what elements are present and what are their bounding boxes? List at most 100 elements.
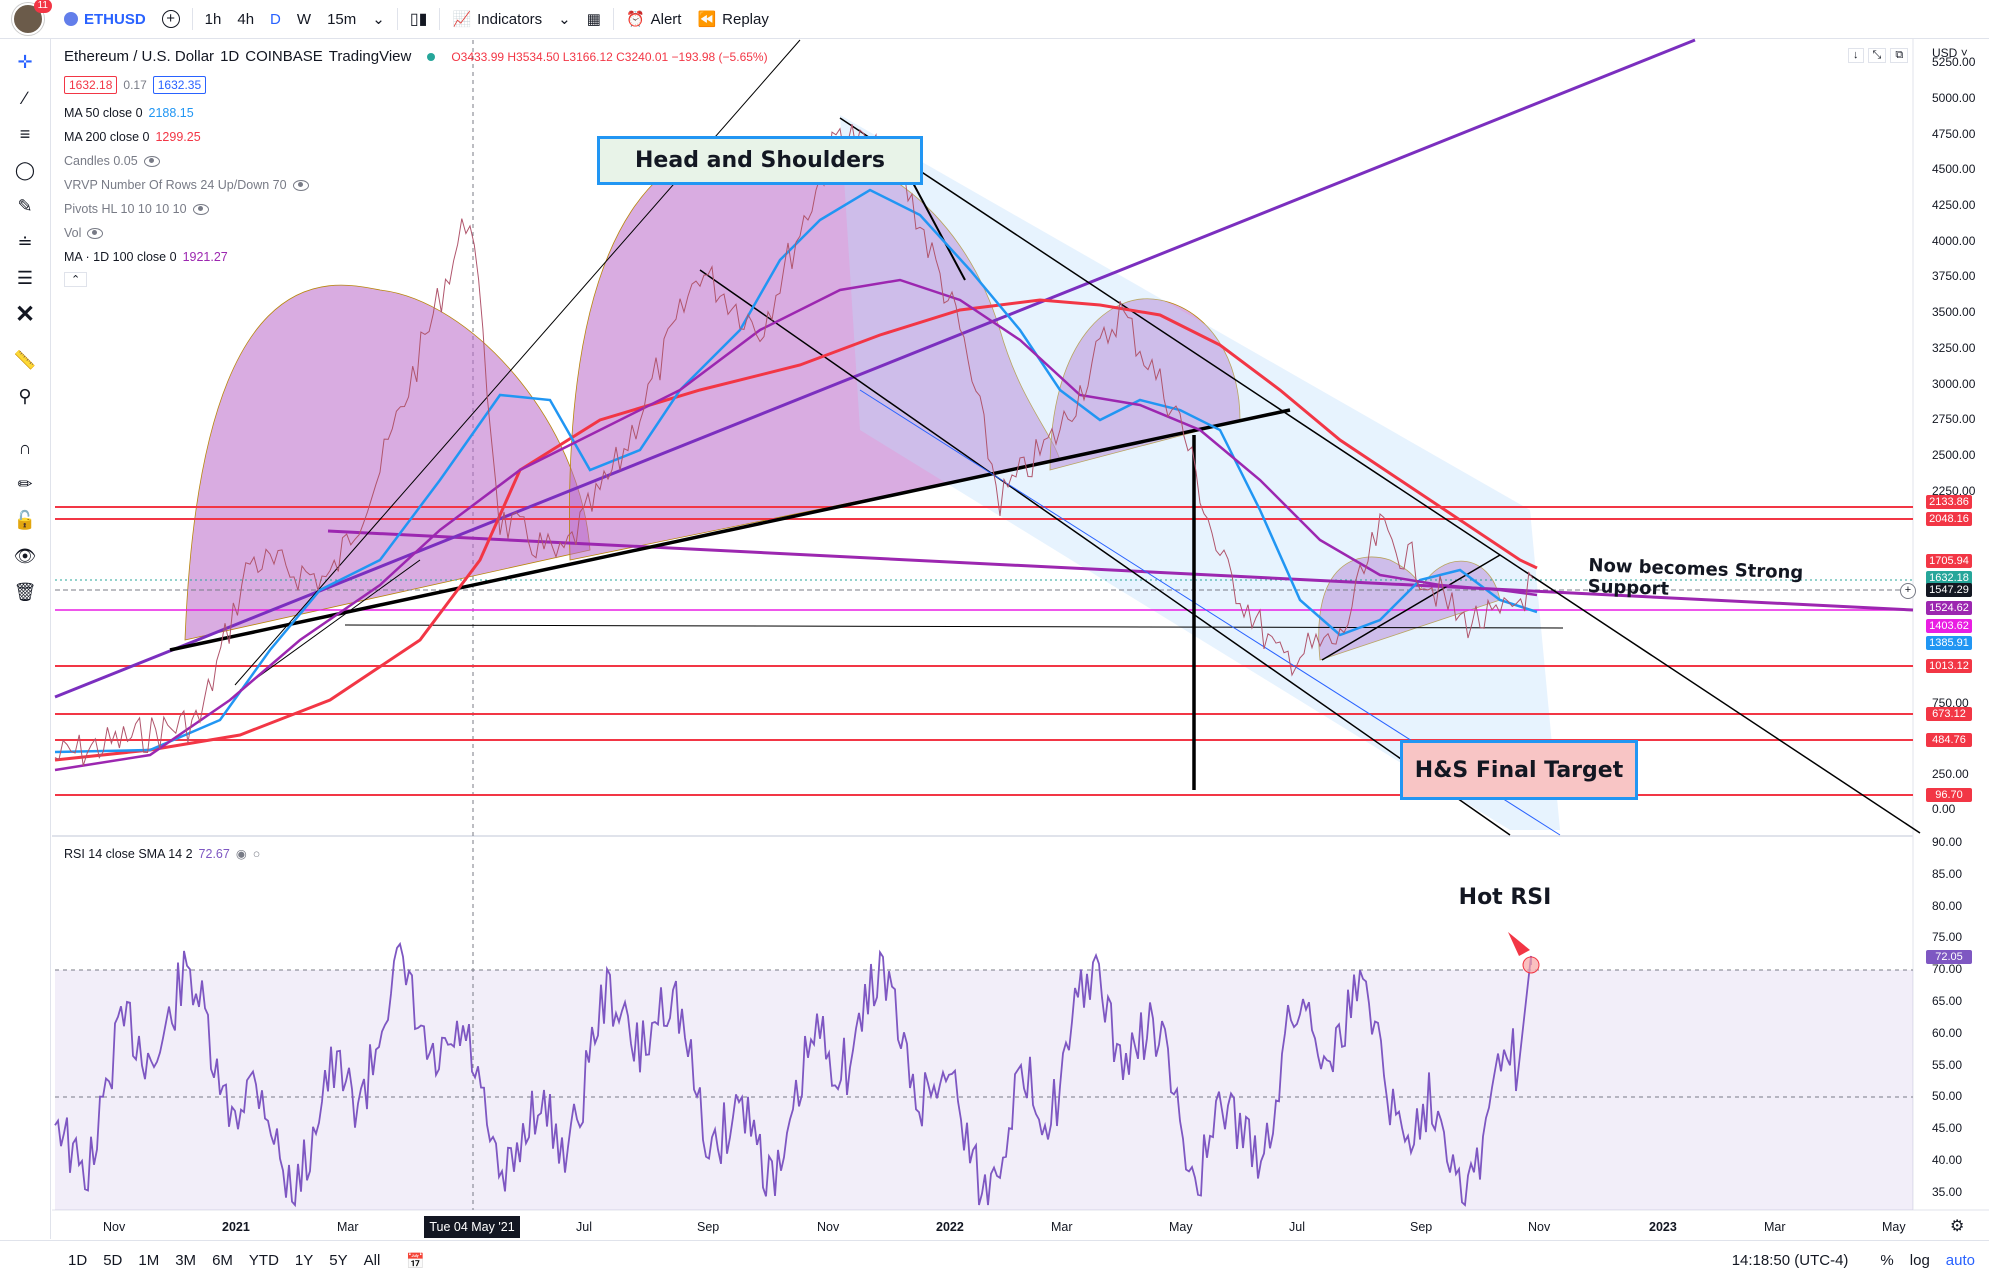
price-label: 1547.29 — [1926, 583, 1972, 597]
range-all[interactable]: All — [363, 1252, 381, 1269]
brush-icon[interactable]: ✎ — [17, 195, 33, 216]
rsi-band — [55, 970, 1913, 1210]
price-label: 2048.16 — [1926, 512, 1972, 526]
magnet-icon[interactable]: ∩ — [18, 437, 32, 458]
close-icon[interactable]: ✕ — [14, 300, 36, 328]
ma50-legend[interactable]: MA 50 close 0 2188.15 — [64, 106, 194, 120]
price-tick: 5250.00 — [1932, 55, 1976, 69]
legend-interval: 1D — [220, 48, 240, 65]
ma200-value: 1299.25 — [155, 130, 201, 144]
price-tick: 3250.00 — [1932, 341, 1976, 355]
range-ytd[interactable]: YTD — [248, 1252, 279, 1269]
ruler-icon[interactable]: 📏 — [13, 349, 37, 370]
eye-crossed-icon[interactable] — [292, 179, 309, 191]
eye-icon[interactable]: ○ — [252, 846, 261, 861]
head-and-shoulders-label[interactable]: Head and Shoulders — [597, 136, 923, 185]
interval-4h[interactable]: 4h — [237, 10, 255, 28]
interval-d[interactable]: D — [270, 10, 281, 28]
range-3m[interactable]: 3M — [175, 1252, 197, 1269]
time-tick: 2023 — [1649, 1220, 1677, 1234]
symbol-search-button[interactable]: ETHUSD — [56, 0, 154, 38]
stay-in-drawing-icon[interactable]: ✏ — [17, 473, 33, 494]
layout-button[interactable]: ▦ — [579, 0, 609, 38]
price-label: 673.12 — [1926, 707, 1972, 721]
percent-toggle[interactable]: % — [1880, 1252, 1894, 1269]
hot-rsi-label[interactable]: Hot RSI — [1458, 884, 1552, 910]
user-avatar[interactable]: 11 — [12, 0, 52, 35]
calendar-icon[interactable]: 📅 — [406, 1252, 425, 1270]
interval-1h[interactable]: 1h — [204, 10, 222, 28]
replay-button[interactable]: ⏪ Replay — [689, 0, 776, 38]
range-1y[interactable]: 1Y — [294, 1252, 314, 1269]
price-tick: 5000.00 — [1932, 91, 1976, 105]
trash-icon[interactable]: 🗑 — [13, 581, 37, 602]
compare-add-button[interactable]: + — [154, 0, 188, 38]
rsi-tick: 65.00 — [1932, 994, 1963, 1008]
rsi-tick: 90.00 — [1932, 835, 1963, 849]
range-6m[interactable]: 6M — [212, 1252, 233, 1269]
pivots-legend[interactable]: Pivots HL 10 10 10 10 — [64, 202, 209, 216]
eye-icon[interactable]: 👁 — [13, 545, 37, 566]
zoom-in-icon[interactable]: ⚲ — [18, 385, 32, 406]
indicators-dropdown[interactable]: ⌄ — [550, 0, 579, 38]
alert-button[interactable]: ⏰ Alert — [618, 0, 690, 38]
clock-label[interactable]: 14:18:50 (UTC-4) — [1731, 1252, 1849, 1269]
fib-retracement-icon[interactable]: ≡ — [19, 123, 31, 144]
trend-line-icon[interactable]: ∕ — [23, 87, 27, 108]
interval-w[interactable]: W — [296, 10, 312, 28]
eye-crossed-icon[interactable] — [143, 155, 160, 167]
lock-icon[interactable]: 🔓 — [13, 509, 37, 530]
maximize-icon[interactable]: ⤡ — [1867, 48, 1887, 63]
final-target-label[interactable]: H&S Final Target — [1400, 740, 1638, 800]
forecast-icon[interactable]: ☰ — [16, 267, 34, 288]
vrvp-legend[interactable]: VRVP Number Of Rows 24 Up/Down 70 — [64, 178, 309, 192]
indicators-button[interactable]: 📈 Indicators — [444, 0, 550, 38]
price-tick: 4250.00 — [1932, 198, 1976, 212]
currency-selector[interactable]: USD ˅ — [1932, 46, 1968, 60]
time-tick: Sep — [1410, 1220, 1433, 1234]
spread-value: 0.17 — [123, 78, 147, 92]
pivots-label: Pivots HL 10 10 10 10 — [64, 202, 187, 216]
horizontal-thin-line — [344, 624, 1564, 629]
interval-15m[interactable]: 15m — [327, 10, 357, 28]
eye-crossed-icon[interactable] — [87, 227, 104, 239]
crosshair-icon[interactable]: ✛ — [17, 51, 33, 72]
rsi-value: 72.67 — [198, 846, 230, 861]
chevron-down-icon: ⌄ — [372, 11, 385, 28]
price-tick: 4000.00 — [1932, 234, 1976, 248]
candles-legend[interactable]: Candles 0.05 — [64, 154, 160, 168]
settings-icon[interactable]: ◉ — [235, 847, 247, 861]
vrvp-label: VRVP Number Of Rows 24 Up/Down 70 — [64, 178, 287, 192]
auto-toggle[interactable]: auto — [1945, 1252, 1975, 1269]
ma200-legend[interactable]: MA 200 close 0 1299.25 — [64, 130, 201, 144]
pattern-icon[interactable]: ◯ — [14, 159, 36, 180]
range-1m[interactable]: 1M — [138, 1252, 160, 1269]
rsi-legend[interactable]: RSI 14 close SMA 14 2 72.67 ◉ ○ — [64, 846, 261, 862]
price-tick: 4500.00 — [1932, 162, 1976, 176]
add-alert-icon[interactable]: + — [1900, 583, 1916, 599]
chart-type-button[interactable]: ▯▮ — [402, 0, 436, 38]
price-label: 1013.12 — [1926, 659, 1972, 673]
ma100-legend[interactable]: MA · 1D 100 close 0 1921.27 — [64, 250, 228, 264]
interval-dropdown[interactable]: ⌄ — [364, 0, 393, 38]
drawing-toolbar: ✛ ∕ ≡ ◯ ✎ ≐ ☰ ✕ 📏 ⚲ ∩ ✏ 🔓 👁 🗑 — [0, 39, 51, 1239]
sell-price-button[interactable]: 1632.18 — [64, 76, 118, 94]
xabcd-pattern-icon[interactable]: ≐ — [17, 231, 33, 252]
range-5d[interactable]: 5D — [103, 1252, 123, 1269]
buy-price-button[interactable]: 1632.35 — [152, 76, 207, 94]
restore-icon[interactable]: ⧉ — [1890, 48, 1909, 63]
collapse-legend-button[interactable]: ⌃ — [64, 272, 88, 287]
support-label[interactable]: Now becomes Strong Support — [1587, 555, 1804, 600]
eye-crossed-icon[interactable] — [192, 203, 209, 215]
move-down-icon[interactable]: ↓ — [1848, 48, 1864, 63]
rsi-tick: 85.00 — [1932, 866, 1963, 881]
log-toggle[interactable]: log — [1909, 1252, 1930, 1269]
price-tick: 3750.00 — [1932, 269, 1976, 283]
bid-ask-row: 1632.18 0.17 1632.35 — [64, 76, 207, 94]
range-5y[interactable]: 5Y — [329, 1252, 348, 1269]
ma100-line — [54, 278, 1538, 772]
chart-settings-icon[interactable]: ⚙ — [1950, 1218, 1965, 1235]
price-tick: 2750.00 — [1932, 412, 1976, 426]
range-1d[interactable]: 1D — [68, 1252, 88, 1269]
vol-legend[interactable]: Vol — [64, 226, 104, 240]
